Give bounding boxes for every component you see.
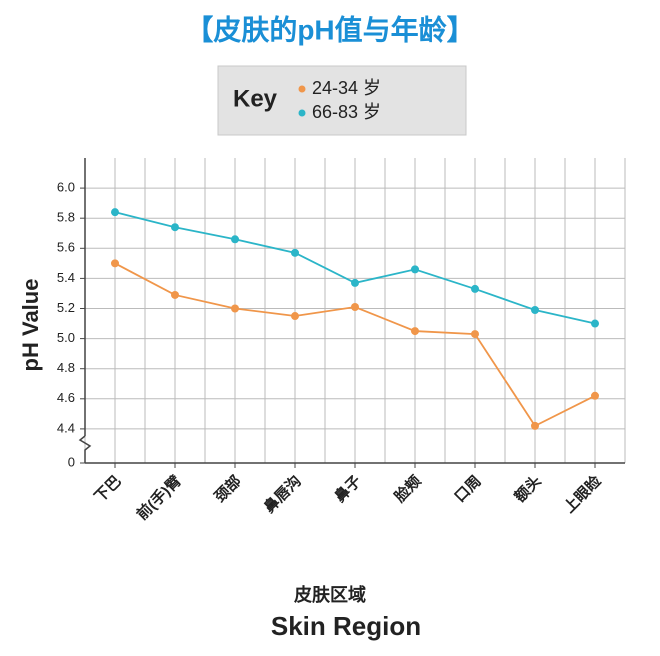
chart-title: 【皮肤的pH值与年龄】 (185, 13, 474, 45)
y-tick-label: 4.4 (57, 420, 75, 435)
data-point (171, 223, 179, 232)
x-tick-label: 脸颊 (391, 472, 425, 506)
y-tick-label: 0 (68, 454, 75, 469)
y-tick-label: 5.2 (57, 300, 75, 315)
data-point (351, 302, 359, 311)
y-tick-label: 5.4 (57, 270, 75, 285)
y-tick-label: 4.8 (57, 360, 75, 375)
data-point (291, 312, 299, 321)
legend-label: 24-34 岁 (312, 78, 381, 98)
y-tick-label: 6.0 (57, 180, 75, 195)
x-tick-label: 口周 (451, 473, 484, 506)
x-tick-label: 上眼睑 (560, 472, 605, 517)
data-point (351, 278, 359, 287)
y-tick-label: 4.6 (57, 390, 75, 405)
data-point (231, 235, 239, 244)
data-point (171, 290, 179, 299)
legend-marker (298, 109, 306, 117)
data-point (111, 208, 119, 217)
x-tick-label: 颈部 (210, 472, 245, 507)
data-point (591, 391, 599, 400)
data-point (291, 248, 299, 257)
x-tick-label: 鼻子 (331, 472, 365, 506)
data-point (471, 330, 479, 339)
data-point (531, 421, 539, 430)
data-point (411, 265, 419, 274)
x-tick-label: 额头 (511, 472, 545, 506)
x-tick-label: 前(手)臂 (133, 472, 185, 524)
y-tick-label: 5.6 (57, 240, 75, 255)
y-axis-label: pH Value (18, 279, 43, 372)
data-point (231, 304, 239, 313)
data-point (411, 327, 419, 336)
data-point (471, 284, 479, 293)
axis-break (78, 435, 92, 463)
x-tick-label: 鼻唇沟 (260, 472, 305, 517)
data-point (111, 259, 119, 268)
x-axis-label-en: Skin Region (271, 611, 421, 641)
legend-marker (298, 85, 306, 93)
y-tick-label: 5.8 (57, 210, 75, 225)
legend-title: Key (233, 85, 278, 112)
x-tick-label: 下巴 (91, 473, 124, 506)
data-point (531, 306, 539, 315)
data-point (591, 319, 599, 328)
y-tick-label: 5.0 (57, 330, 75, 345)
legend-box (217, 65, 467, 136)
legend-label: 66-83 岁 (312, 102, 381, 122)
x-axis-label: 皮肤区域 (294, 584, 366, 605)
